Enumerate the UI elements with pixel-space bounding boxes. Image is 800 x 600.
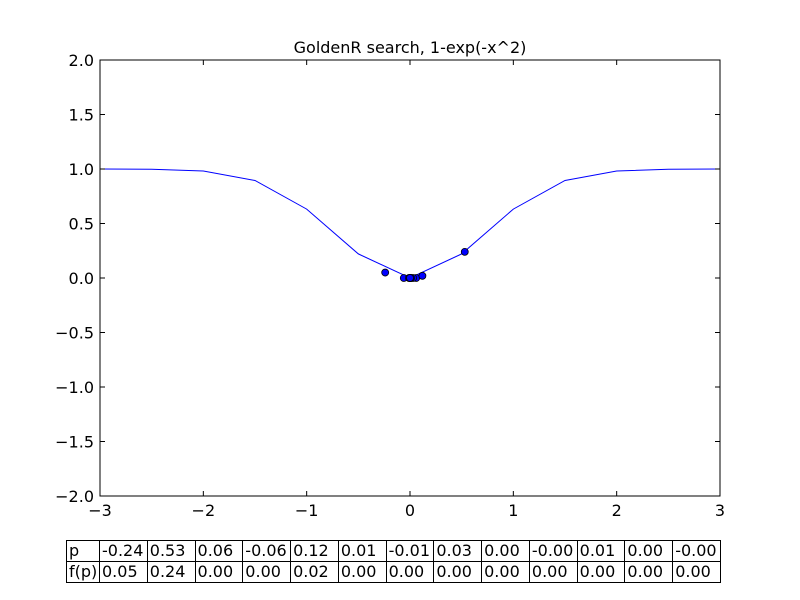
table-cell: -0.01: [385, 540, 435, 562]
table-cell: 0.01: [337, 540, 387, 562]
table-cell: -0.06: [242, 540, 292, 562]
table-cell: 0.12: [290, 540, 339, 562]
table-cell: 0.00: [576, 561, 626, 583]
values-table: p -0.24 0.53 0.06 -0.06 0.12 0.01 -0.01 0.03 0.00…: [66, 540, 721, 583]
scatter-point: [418, 271, 427, 280]
y-tick-label: 2.0: [69, 51, 94, 70]
table-cell: 0.00: [242, 561, 292, 583]
y-tick-label: 0.0: [69, 269, 94, 288]
table-cell: 0.01: [576, 540, 626, 562]
y-tick-label: −2.0: [55, 487, 94, 506]
y-tick-label: 0.5: [69, 215, 94, 234]
y-tick-label: 1.0: [69, 160, 94, 179]
table-row: f(p) 0.05 0.24 0.00 0.00 0.02 0.00 0.00 0.00 0.00…: [66, 561, 721, 583]
table-cell: 0.06: [194, 540, 244, 562]
plot-area: [99, 168, 721, 282]
table-cell: 0.00: [194, 561, 244, 583]
chart-title: GoldenR search, 1-exp(-x^2): [294, 38, 527, 57]
table-cell: 0.00: [337, 561, 387, 583]
table-cell: 0.00: [385, 561, 435, 583]
x-tick-label: −1: [295, 501, 319, 520]
table-row-label: p: [66, 540, 100, 562]
x-tick-label: 1: [508, 501, 518, 520]
x-tick-label: 3: [715, 501, 725, 520]
scatter-point: [460, 247, 469, 256]
table-cell: -0.00: [672, 540, 721, 562]
y-tick-label: −1.0: [55, 378, 94, 397]
table-cell: 0.00: [481, 540, 530, 562]
x-tick-label: −3: [88, 501, 112, 520]
y-tick-label: 1.5: [69, 106, 94, 125]
table-cell: 0.02: [290, 561, 339, 583]
table-cell: 0.00: [624, 540, 674, 562]
table-cell: 0.00: [481, 561, 530, 583]
table-cell: 0.00: [528, 561, 578, 583]
scatter-point: [406, 274, 414, 282]
axis-ticks: −3 −2 −1 0 1 2 3 2.0 1.5 1.0 0.5 0.0 −0.5 −1.0 −1.5 −2.…: [55, 51, 725, 520]
table-cell: 0.24: [146, 561, 196, 583]
table-cell: -0.00: [528, 540, 578, 562]
x-tick-label: 2: [612, 501, 622, 520]
x-tick-label: 0: [405, 501, 415, 520]
series-line: [99, 168, 721, 279]
table-cell: 0.00: [433, 561, 483, 583]
scatter-point: [381, 268, 390, 277]
table-cell: 0.03: [433, 540, 483, 562]
table-row-label: f(p): [66, 561, 100, 583]
x-tick-label: −2: [192, 501, 216, 520]
table-cell: -0.24: [99, 540, 148, 562]
y-tick-label: −0.5: [55, 324, 94, 343]
table-cell: 0.00: [672, 561, 721, 583]
table-cell: 0.53: [146, 540, 196, 562]
y-tick-label: −1.5: [55, 433, 94, 452]
table-cell: 0.05: [99, 561, 148, 583]
table-row: p -0.24 0.53 0.06 -0.06 0.12 0.01 -0.01 0.03 0.00…: [66, 540, 721, 562]
table-cell: 0.00: [624, 561, 674, 583]
